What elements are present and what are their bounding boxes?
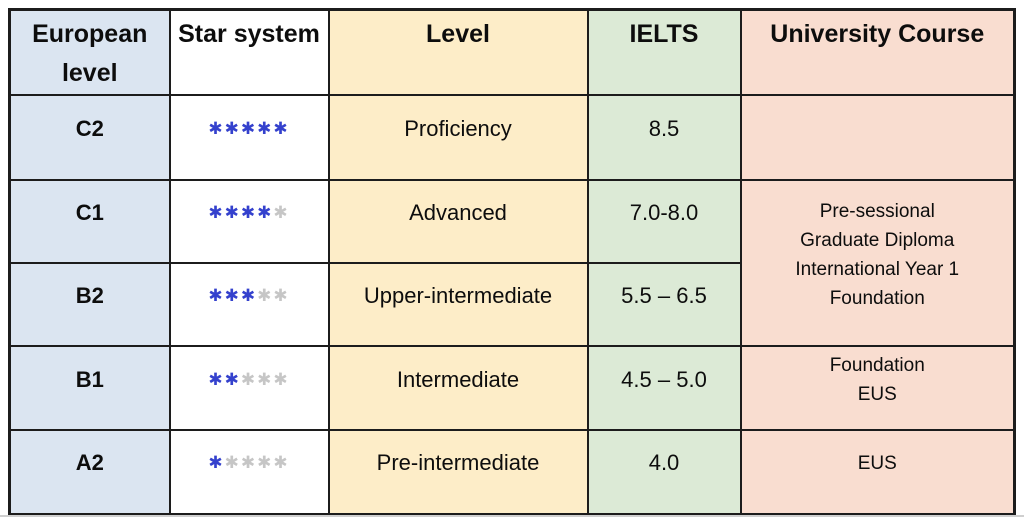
header-ielts: IELTS [586, 8, 742, 96]
star-filled-icon: ✱ [224, 369, 241, 390]
star-empty-icon: ✱ [224, 453, 241, 474]
cefr-ielts-table: European level Star system Level IELTS U… [8, 8, 1016, 516]
cell-university-course: EUS [739, 429, 1016, 515]
cell-european-level: A2 [8, 429, 171, 515]
star-rating: ✱✱✱✱✱ [168, 429, 330, 515]
star-filled-icon: ✱ [208, 119, 225, 139]
star-filled-icon: ✱ [208, 453, 225, 474]
cell-university-course-merged: Pre-sessional Graduate Diploma Internati… [739, 179, 1016, 347]
star-filled-icon: ✱ [208, 203, 225, 223]
star-filled-icon: ✱ [224, 203, 241, 223]
table-row-c2: C2 ✱✱✱✱✱ Proficiency 8.5 [8, 94, 1016, 181]
star-rating: ✱✱✱✱✱ [168, 345, 330, 431]
table-row-c1: C1 ✱✱✱✱✱ Advanced 7.0-8.0 Pre-sessional … [8, 179, 1016, 347]
cell-ielts: 5.5 – 6.5 [586, 262, 742, 347]
cell-level: Intermediate [327, 345, 589, 431]
star-empty-icon: ✱ [273, 453, 290, 474]
cell-ielts: 8.5 [586, 94, 742, 181]
star-empty-icon: ✱ [273, 369, 290, 390]
cell-ielts: 7.0-8.0 [586, 179, 742, 264]
star-filled-icon: ✱ [224, 286, 241, 306]
star-filled-icon: ✱ [240, 119, 258, 139]
cell-level: Advanced [327, 179, 589, 264]
star-empty-icon: ✱ [240, 369, 258, 390]
header-row: European level Star system Level IELTS U… [8, 8, 1016, 96]
star-empty-icon: ✱ [273, 286, 290, 306]
star-filled-icon: ✱ [208, 369, 225, 390]
cell-level: Proficiency [327, 94, 589, 181]
header-european-level: European level [8, 8, 171, 96]
star-filled-icon: ✱ [240, 286, 258, 306]
cell-european-level: C2 [8, 94, 171, 181]
star-empty-icon: ✱ [257, 369, 274, 390]
star-rating: ✱✱✱✱✱ [168, 179, 330, 264]
star-filled-icon: ✱ [273, 119, 290, 139]
star-empty-icon: ✱ [257, 286, 274, 306]
star-filled-icon: ✱ [240, 203, 258, 223]
header-star-system: Star system [168, 8, 330, 96]
star-filled-icon: ✱ [208, 286, 225, 306]
star-filled-icon: ✱ [257, 119, 274, 139]
window-edge-shadow [0, 515, 1024, 517]
star-filled-icon: ✱ [257, 203, 274, 223]
cell-university-course [739, 94, 1016, 181]
star-filled-icon: ✱ [224, 119, 241, 139]
cell-european-level: C1 [8, 179, 171, 264]
header-level: Level [327, 8, 589, 96]
table-row-b2: B2 ✱✱✱✱✱ Upper-intermediate 5.5 – 6.5 [8, 262, 1015, 347]
star-empty-icon: ✱ [273, 203, 290, 223]
cell-ielts: 4.5 – 5.0 [586, 345, 742, 431]
cell-european-level: B2 [8, 262, 171, 347]
table-row-b1: B1 ✱✱✱✱✱ Intermediate 4.5 – 5.0 Foundati… [8, 345, 1016, 431]
star-rating: ✱✱✱✱✱ [168, 262, 330, 347]
cell-level: Pre-intermediate [327, 429, 589, 515]
table-row-a2: A2 ✱✱✱✱✱ Pre-intermediate 4.0 EUS [8, 429, 1016, 515]
star-empty-icon: ✱ [240, 453, 258, 474]
header-university-course: University Course [739, 8, 1016, 96]
star-empty-icon: ✱ [257, 453, 274, 474]
cell-university-course: Foundation EUS [739, 345, 1016, 431]
star-rating: ✱✱✱✱✱ [168, 94, 330, 181]
cell-level: Upper-intermediate [327, 262, 589, 347]
cell-ielts: 4.0 [586, 429, 742, 515]
cell-european-level: B1 [8, 345, 171, 431]
